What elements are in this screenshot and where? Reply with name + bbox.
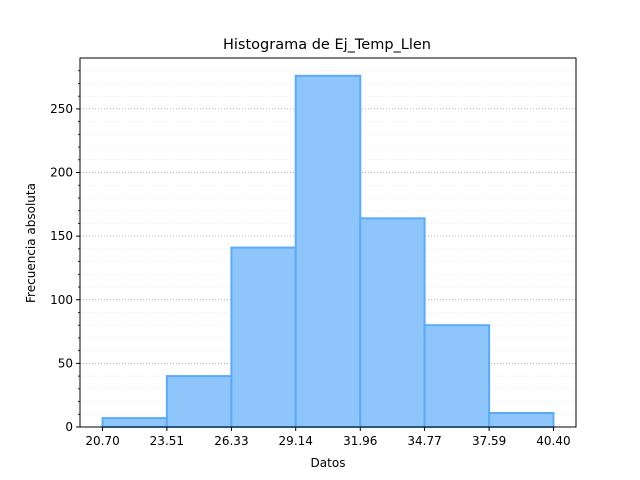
x-tick-label: 37.59 xyxy=(472,434,506,448)
y-tick-label: 100 xyxy=(50,293,73,307)
bars-group xyxy=(101,74,555,429)
y-tick-label: 0 xyxy=(65,420,73,434)
y-tick-label: 50 xyxy=(58,356,73,370)
y-axis-label: Frecuencia absoluta xyxy=(24,183,38,303)
chart-title: Histograma de Ej_Temp_Llen xyxy=(223,37,431,53)
plot-frame xyxy=(79,57,577,428)
x-tick-label: 40.40 xyxy=(536,434,570,448)
x-tick-label: 20.70 xyxy=(85,434,119,448)
histogram-bar xyxy=(230,246,297,428)
histogram-bar xyxy=(423,324,491,429)
histogram-bar xyxy=(165,375,233,429)
histogram-bar xyxy=(359,217,426,428)
x-tick-label: 31.96 xyxy=(343,434,377,448)
histogram-bar xyxy=(294,74,362,429)
y-axis-ticks: 0 50 100 150 200 250 xyxy=(50,70,80,434)
y-tick-label: 250 xyxy=(50,102,73,116)
x-axis-ticks: 20.70 23.51 26.33 29.14 31.96 34.77 37.59 40.40 xyxy=(85,427,571,448)
x-tick-label: 34.77 xyxy=(407,434,441,448)
histogram-bar xyxy=(101,417,168,429)
x-tick-label: 23.51 xyxy=(150,434,184,448)
x-axis-label: Datos xyxy=(311,456,346,470)
y-tick-label: 200 xyxy=(50,166,73,180)
x-tick-label: 26.33 xyxy=(214,434,248,448)
histogram-bar xyxy=(488,412,555,428)
y-tick-label: 150 xyxy=(50,229,73,243)
x-tick-label: 29.14 xyxy=(279,434,313,448)
